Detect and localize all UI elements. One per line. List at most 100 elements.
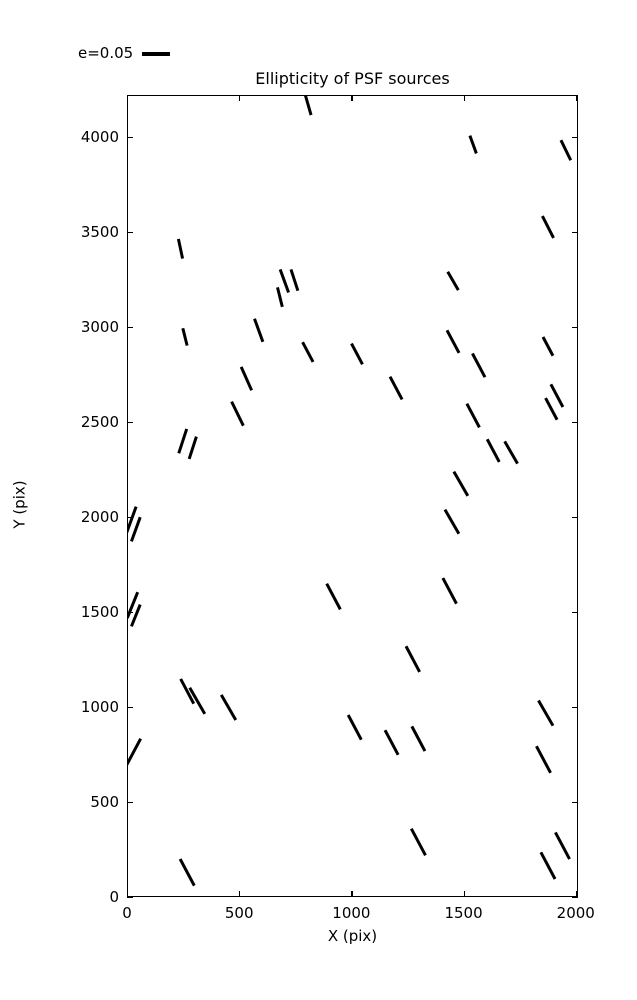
plot-axes-frame — [127, 95, 578, 897]
y-tick-label: 1500 — [80, 602, 119, 621]
psf-whisker — [177, 428, 189, 454]
psf-whisker — [276, 286, 284, 308]
x-tick-label: 500 — [224, 904, 254, 922]
y-tick-mark — [127, 897, 133, 899]
psf-whisker — [301, 341, 315, 363]
y-tick-label: 2500 — [80, 412, 119, 431]
psf-whisker — [446, 271, 460, 291]
x-tick-mark — [575, 95, 578, 101]
psf-whisker — [452, 470, 470, 497]
x-tick-label: 2000 — [556, 904, 595, 922]
psf-whisker — [441, 577, 458, 605]
psf-whisker — [383, 729, 400, 756]
psf-whisker — [188, 686, 207, 715]
y-tick-label: 3500 — [80, 222, 119, 241]
psf-whisker — [187, 436, 198, 460]
x-axis-label: X (pix) — [327, 927, 378, 945]
psf-whisker — [549, 383, 565, 408]
psf-whisker — [278, 268, 290, 294]
y-tick-mark — [127, 801, 133, 804]
x-tick-label: 0 — [122, 904, 132, 922]
psf-whisker — [181, 327, 189, 346]
horizontal-line-swatch-icon — [142, 51, 171, 56]
psf-whisker — [468, 135, 478, 154]
psf-whisker — [128, 506, 138, 534]
psf-whisker — [178, 858, 196, 887]
psf-whisker — [541, 215, 555, 239]
x-tick-mark — [239, 95, 241, 101]
psf-whisker — [289, 268, 300, 292]
psf-whisker — [535, 745, 552, 774]
y-tick-mark — [127, 706, 133, 709]
x-tick-mark — [351, 95, 353, 101]
y-tick-label: 4000 — [80, 127, 119, 146]
y-tick-mark — [572, 136, 578, 139]
y-tick-mark — [572, 516, 578, 519]
whisker-layer — [128, 96, 573, 887]
y-tick-mark — [127, 421, 133, 424]
psf-whisker — [410, 725, 427, 752]
y-tick-label: 2000 — [80, 507, 119, 526]
x-tick-mark — [351, 891, 353, 897]
psf-whisker — [128, 737, 142, 766]
page-title: Ellipticity of PSF sources — [255, 69, 450, 88]
psf-whisker — [485, 438, 501, 463]
legend: e=0.05 — [78, 44, 171, 62]
x-tick-mark — [127, 891, 129, 897]
psf-whisker — [388, 376, 404, 401]
psf-whisker — [544, 397, 559, 421]
psf-whisker — [230, 400, 245, 427]
psf-whisker — [179, 678, 196, 705]
x-tick-label: 1000 — [332, 904, 371, 922]
psf-whisker — [176, 238, 185, 259]
x-tick-label: 1500 — [444, 904, 483, 922]
psf-whisker — [404, 645, 421, 673]
y-tick-label: 0 — [109, 888, 119, 906]
y-tick-label: 500 — [90, 792, 119, 811]
y-tick-mark — [127, 516, 133, 519]
psf-whisker — [410, 827, 427, 857]
y-tick-mark — [572, 326, 578, 329]
y-tick-mark — [127, 136, 133, 139]
y-tick-mark — [572, 801, 578, 804]
y-tick-mark — [127, 231, 133, 234]
y-tick-label: 3000 — [80, 317, 119, 336]
psf-whisker — [130, 604, 142, 627]
psf-whisker — [346, 714, 363, 741]
y-axis-label: Y (pix) — [10, 480, 29, 529]
psf-whisker — [537, 699, 555, 727]
y-tick-mark — [127, 611, 133, 614]
psf-whisker — [465, 403, 481, 429]
psf-whisker — [559, 139, 573, 161]
x-tick-mark — [127, 95, 129, 101]
psf-whisker — [128, 591, 140, 619]
psf-whisker — [239, 366, 253, 391]
x-tick-mark — [463, 891, 465, 897]
psf-whisker — [325, 583, 342, 611]
psf-whisker — [539, 851, 557, 880]
y-tick-mark — [127, 326, 133, 329]
psf-whisker — [503, 440, 519, 465]
y-tick-mark — [572, 706, 578, 709]
psf-whisker — [554, 831, 571, 860]
psf-whisker — [304, 96, 313, 116]
psf-whisker — [219, 694, 238, 721]
psf-whisker — [471, 352, 487, 378]
x-tick-mark — [239, 891, 241, 897]
psf-whisker — [541, 336, 555, 357]
y-axis-label-wrap: Y (pix) — [0, 0, 40, 1000]
psf-whisker — [445, 329, 461, 354]
y-tick-mark — [572, 611, 578, 614]
y-tick-mark — [572, 231, 578, 234]
y-tick-mark — [572, 897, 578, 899]
psf-whisker — [130, 516, 142, 542]
y-tick-label: 1000 — [80, 697, 119, 716]
x-tick-mark — [575, 891, 578, 897]
y-tick-mark — [572, 421, 578, 424]
x-tick-mark — [463, 95, 465, 101]
legend-label: e=0.05 — [78, 44, 134, 62]
psf-whisker — [350, 342, 364, 366]
psf-whisker — [443, 508, 461, 535]
psf-whisker — [253, 318, 265, 343]
